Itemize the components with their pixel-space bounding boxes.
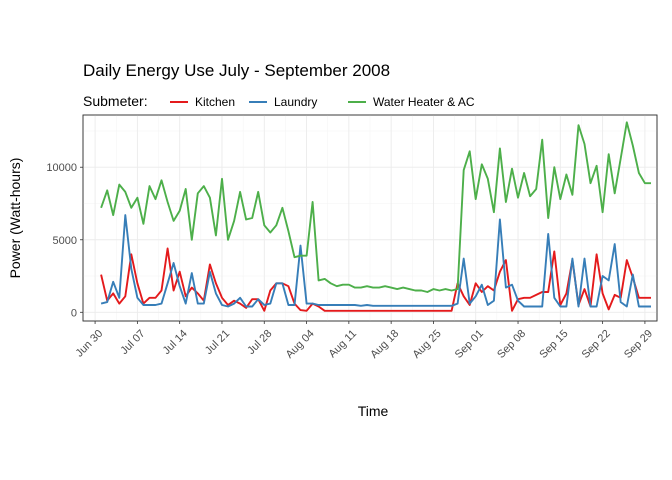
x-tick-label: Jun 30 [73,328,105,360]
x-tick-label: Aug 18 [368,328,401,361]
chart-title: Daily Energy Use July - September 2008 [83,61,390,80]
x-tick-label: Sep 15 [537,328,570,361]
x-tick-label: Aug 11 [326,328,359,361]
legend-label-water-heater-ac: Water Heater & AC [373,95,475,109]
x-tick-label: Jul 14 [161,328,190,357]
y-tick-label: 5000 [53,235,77,247]
x-axis-title: Time [358,403,389,419]
legend-label-laundry: Laundry [274,95,317,109]
legend-label-kitchen: Kitchen [195,95,235,109]
x-tick-label: Aug 04 [284,328,317,361]
x-tick-label: Sep 29 [622,328,655,361]
legend: Submeter: Kitchen Laundry Water Heater & A… [83,93,475,109]
y-tick-label: 0 [71,307,77,319]
grid-minor [83,115,657,321]
series-line-water-heater-ac [100,121,651,293]
legend-title: Submeter: [83,93,148,109]
y-axis-title: Power (Watt-hours) [7,158,23,279]
series-line-laundry [100,214,651,308]
x-tick-label: Aug 25 [411,328,444,361]
y-axis: 0 5000 10000 [46,162,83,319]
x-tick-label: Jul 21 [203,328,232,357]
x-tick-label: Jul 07 [118,328,147,357]
y-tick-label: 10000 [46,162,77,174]
x-tick-label: Jul 28 [245,328,274,357]
x-tick-label: Sep 22 [580,328,613,361]
x-tick-label: Sep 08 [495,328,528,361]
series-lines [100,121,651,312]
plot-border [82,114,658,322]
x-tick-label: Sep 01 [453,328,486,361]
x-axis: Jun 30 Jul 07 Jul 14 Jul 21 Jul 28 Aug 04 Aug … [73,321,655,361]
